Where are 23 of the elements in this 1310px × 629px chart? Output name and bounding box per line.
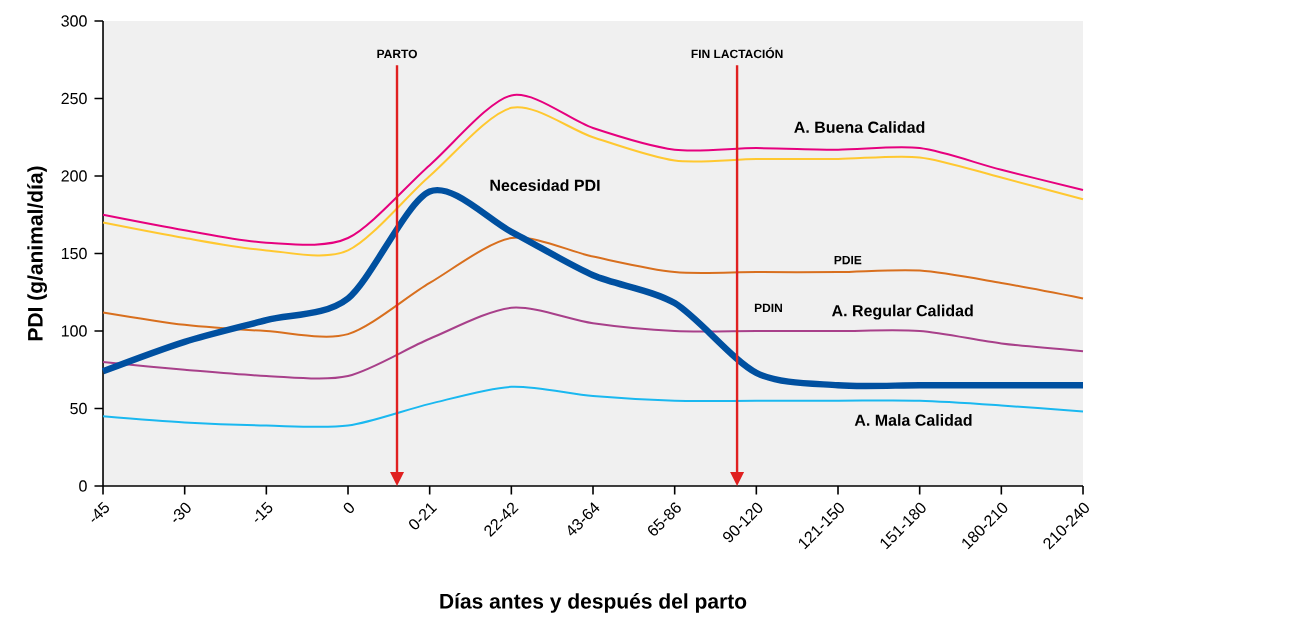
x-axis-title: Días antes y después del parto	[440, 593, 747, 613]
x-tick-label: -45	[91, 501, 109, 522]
annotation: PDIN	[754, 303, 782, 313]
y-tick-label: 50	[70, 402, 87, 415]
y-tick-label: 200	[61, 170, 87, 182]
annotation: A. Buena Calidad	[794, 121, 925, 133]
y-tick-label: 100	[61, 325, 87, 337]
x-tick-label: -15	[254, 501, 273, 522]
annotation: Necesidad PDI	[490, 179, 600, 192]
x-tick-label: -30	[173, 502, 191, 522]
annotation: PDIE	[834, 255, 862, 265]
annotation: PARTO	[377, 49, 417, 59]
y-tick-label: 250	[61, 92, 87, 105]
x-tick-label: 0	[343, 502, 354, 514]
y-axis-title: PDI (g/animal/día)	[27, 166, 47, 341]
x-tick-label: 0-21	[409, 503, 438, 530]
y-tick-label: 0	[79, 480, 87, 492]
y-tick-label: 150	[61, 247, 87, 260]
annotation: FIN LACTACIÓN	[691, 47, 783, 59]
annotation: A. Mala Calidad	[854, 414, 972, 426]
line-series	[102, 385, 1085, 428]
annotation: A. Regular Calidad	[831, 304, 973, 320]
y-tick-label: 300	[61, 15, 87, 27]
